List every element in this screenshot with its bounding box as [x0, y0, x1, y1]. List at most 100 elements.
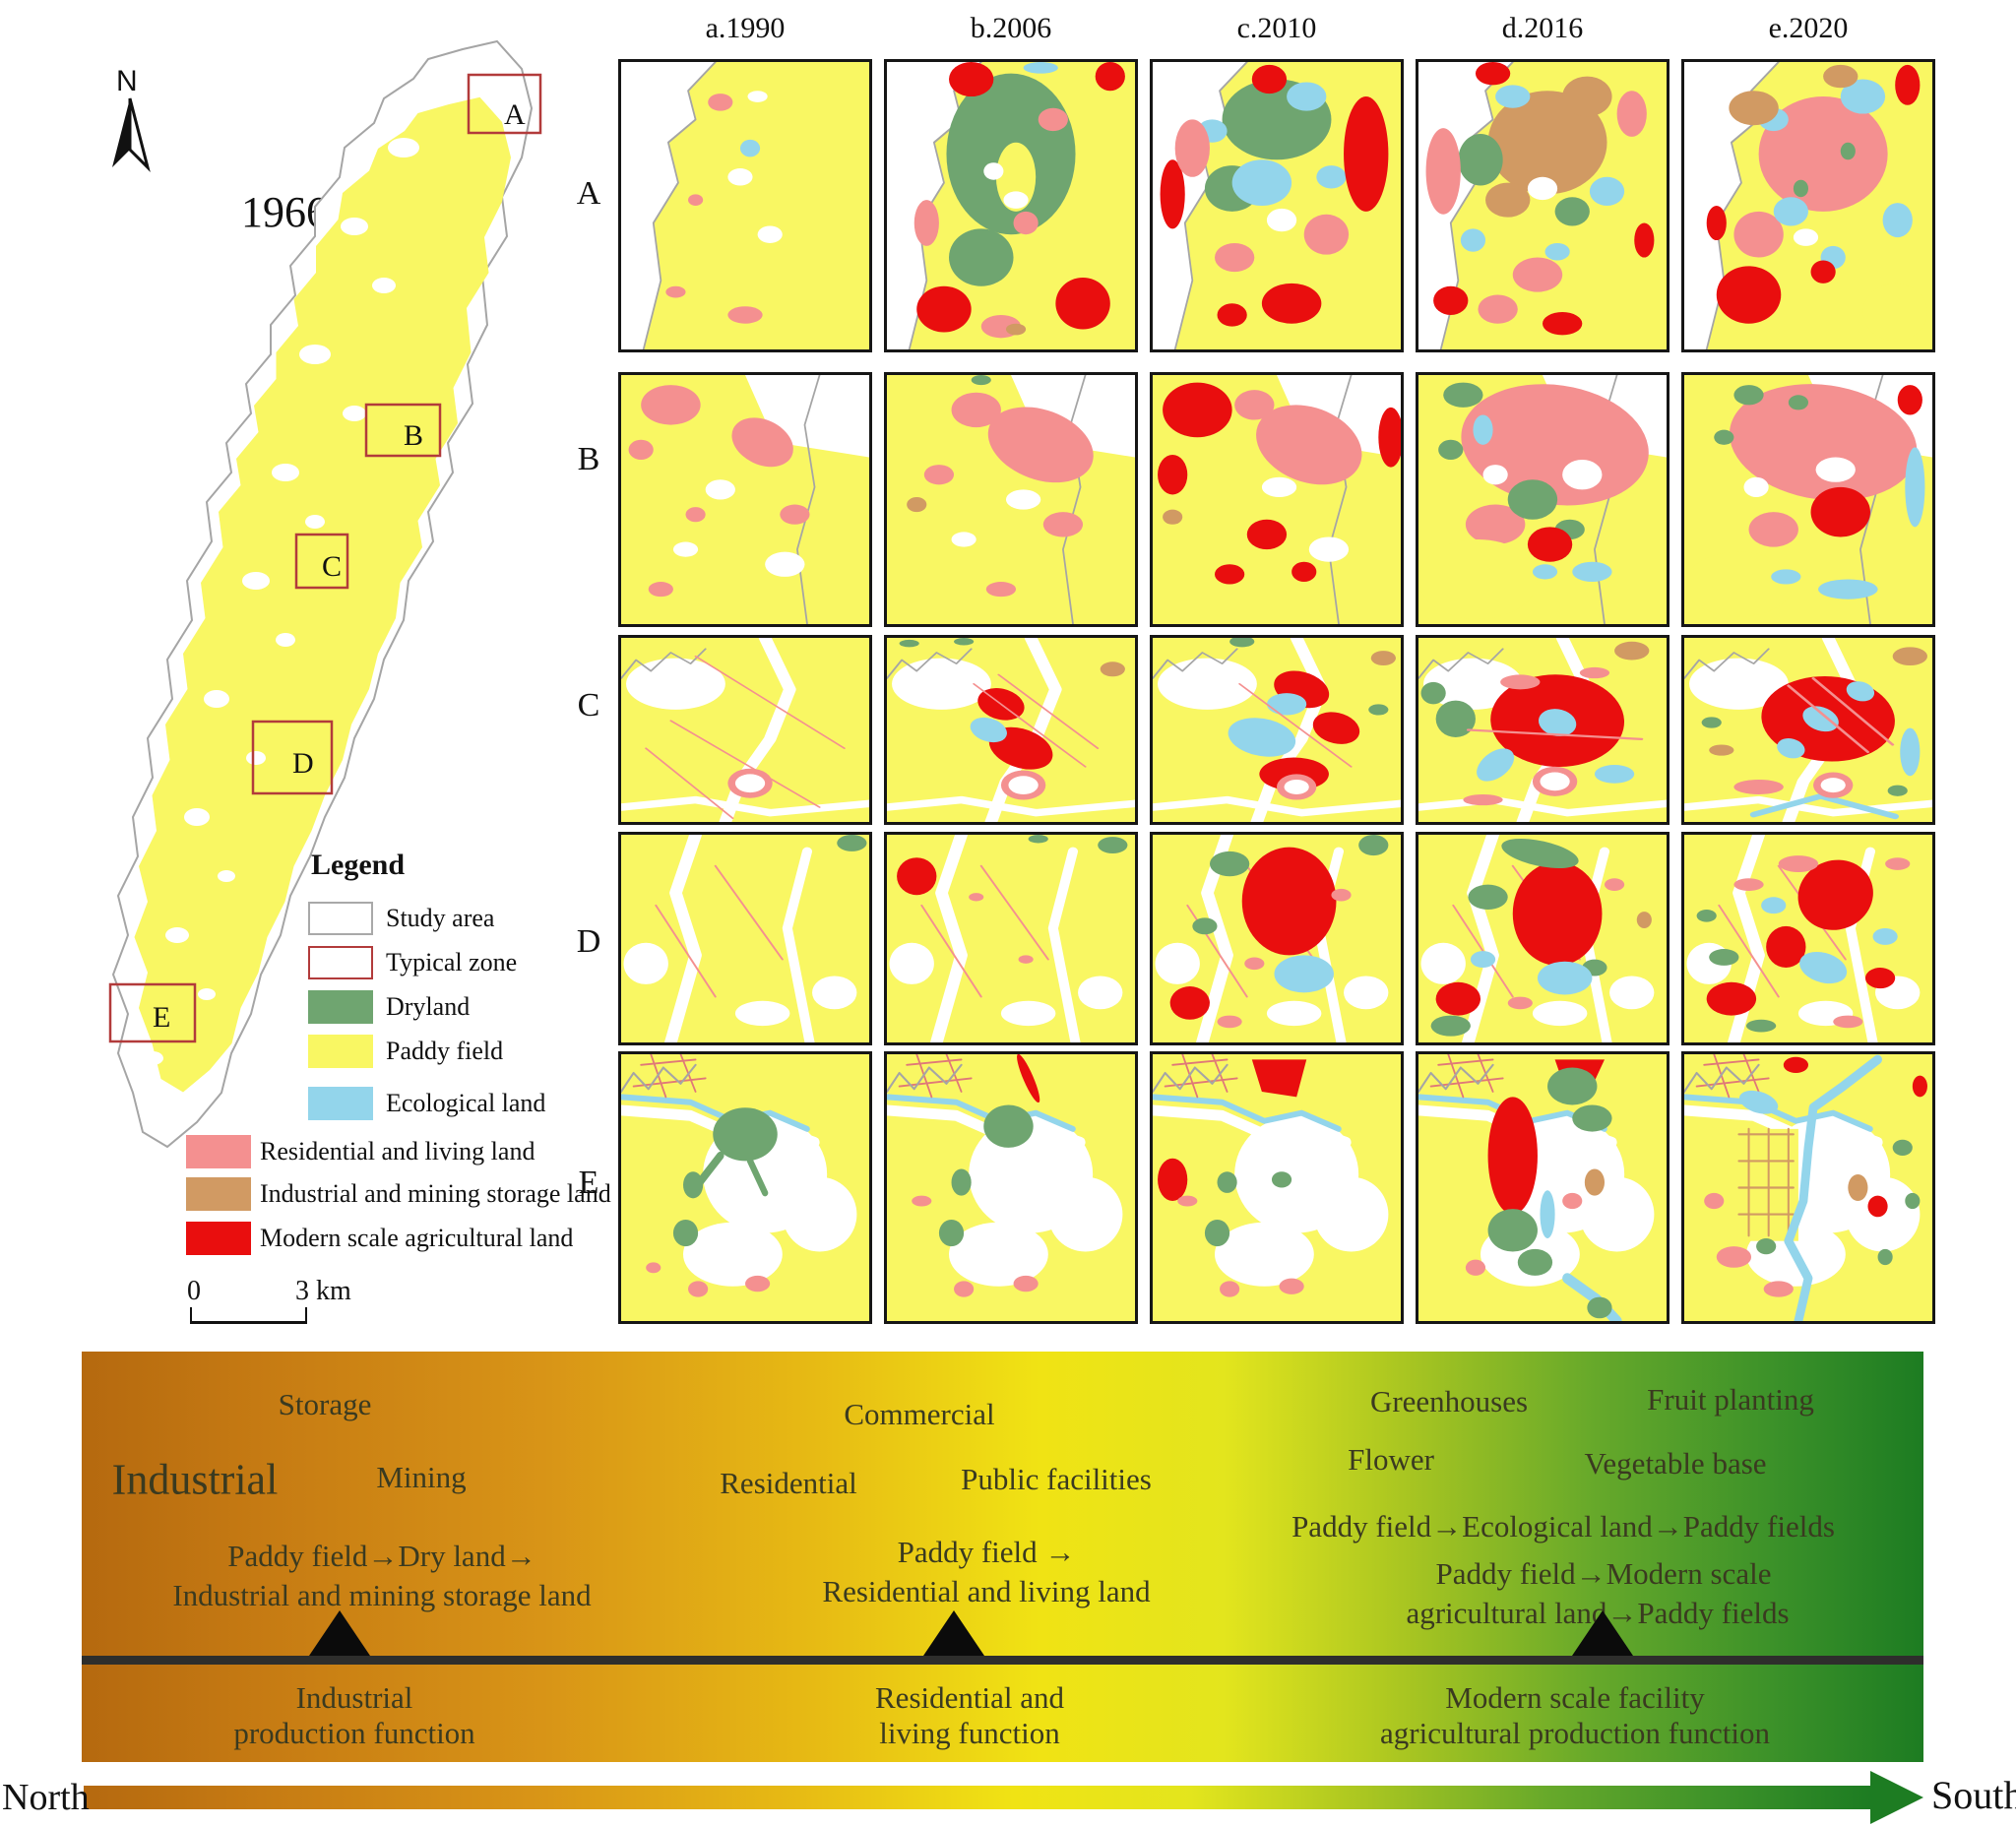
scalebar-start-label: 0 — [187, 1276, 201, 1306]
map-panel-D-d — [1416, 832, 1670, 1045]
map-panel-D-a — [618, 832, 872, 1045]
timeline-label-14: Paddy field→Ecological land→Paddy fields — [1292, 1509, 1835, 1544]
column-header-b: b.2006 — [970, 12, 1052, 44]
legend-title: Legend — [311, 849, 406, 881]
timeline-label-3: Paddy field→Dry land→ — [227, 1539, 536, 1573]
map-panel-B-e — [1681, 372, 1935, 627]
milestone-function-label-0-1: production function — [233, 1716, 475, 1750]
legend-label-4: Ecological land — [386, 1089, 546, 1117]
legend-swatch-0 — [308, 902, 373, 935]
legend-swatch-7 — [186, 1222, 251, 1255]
milestone-triangle-0 — [309, 1610, 370, 1656]
map-panel-D-b — [884, 832, 1138, 1045]
south-label: South — [1931, 1773, 2016, 1817]
scalebar — [190, 1307, 307, 1324]
legend-swatch-6 — [186, 1177, 251, 1211]
timeline-label-13: Vegetable base — [1584, 1446, 1767, 1480]
timeline-axis-line — [82, 1656, 1923, 1665]
milestone-triangle-2 — [1572, 1610, 1633, 1656]
typical-zone-box-A — [467, 73, 542, 135]
map-panel-A-a — [618, 59, 872, 352]
north-arrow-icon: N — [112, 65, 151, 172]
map-panel-D-e — [1681, 832, 1935, 1045]
map-panel-E-c — [1150, 1051, 1404, 1324]
timeline-label-5: Commercial — [844, 1397, 995, 1431]
typical-zone-label-B: B — [404, 419, 423, 452]
row-label-B: B — [577, 441, 600, 477]
timeline-label-4: Industrial and mining storage land — [172, 1578, 592, 1612]
map-panel-C-b — [884, 635, 1138, 825]
column-header-d: d.2016 — [1501, 12, 1584, 44]
typical-zone-box-C — [294, 533, 349, 590]
south-arrowhead-icon — [1870, 1771, 1923, 1824]
milestone-function-label-1-0: Residential and — [875, 1680, 1064, 1715]
typical-zone-label-A: A — [504, 98, 526, 131]
map-panel-A-c — [1150, 59, 1404, 352]
legend-label-0: Study area — [386, 904, 495, 932]
milestone-function-label-0-0: Industrial — [295, 1680, 413, 1715]
legend-label-7: Modern scale agricultural land — [260, 1224, 574, 1252]
typical-zone-box-D — [251, 720, 334, 795]
map-panel-C-a — [618, 635, 872, 825]
row-label-E: E — [578, 1165, 599, 1201]
legend-label-1: Typical zone — [386, 948, 518, 976]
map-panel-A-b — [884, 59, 1138, 352]
row-label-D: D — [576, 923, 601, 960]
row-label-A: A — [576, 175, 601, 212]
typical-zone-label-C: C — [322, 550, 342, 583]
typical-zone-box-E — [108, 982, 197, 1043]
overview-map-1966: N 1966 A B C D E — [108, 39, 542, 1149]
north-label: North — [2, 1777, 90, 1818]
timeline-gradient-box — [82, 1352, 1923, 1762]
timeline-label-7: Public facilities — [961, 1462, 1152, 1496]
map-panel-C-c — [1150, 635, 1404, 825]
typical-zone-boxes: A B C D E — [108, 73, 542, 1043]
map-panel-A-d — [1416, 59, 1670, 352]
timeline-label-2: Mining — [376, 1460, 467, 1494]
typical-zone-label-D: D — [292, 747, 314, 780]
timeline-label-9: Residential and living land — [822, 1574, 1151, 1608]
legend-label-3: Paddy field — [386, 1037, 504, 1065]
map-panel-B-d — [1416, 372, 1670, 627]
legend-label-5: Residential and living land — [260, 1137, 536, 1166]
overview-year-label: 1966 — [241, 188, 328, 236]
timeline-label-10: Greenhouses — [1369, 1384, 1529, 1418]
timeline-label-1: Industrial — [111, 1455, 279, 1504]
legend-swatch-1 — [308, 946, 373, 979]
column-header-c: c.2010 — [1236, 12, 1317, 44]
typical-zone-box-B — [364, 403, 442, 458]
map-panel-E-d — [1416, 1051, 1670, 1324]
map-panel-D-c — [1150, 832, 1404, 1045]
timeline-label-11: Fruit planting — [1647, 1382, 1814, 1417]
island-outline — [111, 39, 534, 1149]
milestone-function-label-2-1: agricultural production function — [1380, 1716, 1770, 1750]
map-panel-B-a — [618, 372, 872, 627]
map-panel-A-e — [1681, 59, 1935, 352]
column-header-e: e.2020 — [1768, 12, 1849, 44]
legend-swatch-4 — [308, 1087, 373, 1120]
map-panel-E-b — [884, 1051, 1138, 1324]
map-panel-B-b — [884, 372, 1138, 627]
legend-label-6: Industrial and mining storage land — [260, 1179, 611, 1208]
map-panel-E-e — [1681, 1051, 1935, 1324]
legend-swatch-5 — [186, 1135, 251, 1168]
typical-zone-label-E: E — [153, 1001, 170, 1034]
row-label-C: C — [577, 687, 600, 724]
timeline-label-6: Residential — [720, 1466, 857, 1500]
map-panel-C-e — [1681, 635, 1935, 825]
map-panel-E-a — [618, 1051, 872, 1324]
timeline-label-8: Paddy field → — [897, 1535, 1076, 1569]
timeline-label-12: Flower — [1348, 1442, 1434, 1477]
map-panel-B-c — [1150, 372, 1404, 627]
milestone-function-label-2-0: Modern scale facility — [1445, 1680, 1705, 1715]
timeline-label-0: Storage — [278, 1387, 372, 1421]
timeline-label-15: Paddy field→Modern scale — [1435, 1556, 1772, 1591]
north-arrow-letter: N — [116, 65, 138, 97]
milestone-triangle-1 — [923, 1610, 984, 1656]
milestone-function-label-1-1: living function — [879, 1716, 1060, 1750]
column-header-a: a.1990 — [705, 12, 786, 44]
scalebar-end-label: 3 km — [295, 1276, 351, 1306]
legend-swatch-3 — [308, 1035, 373, 1068]
map-panel-C-d — [1416, 635, 1670, 825]
